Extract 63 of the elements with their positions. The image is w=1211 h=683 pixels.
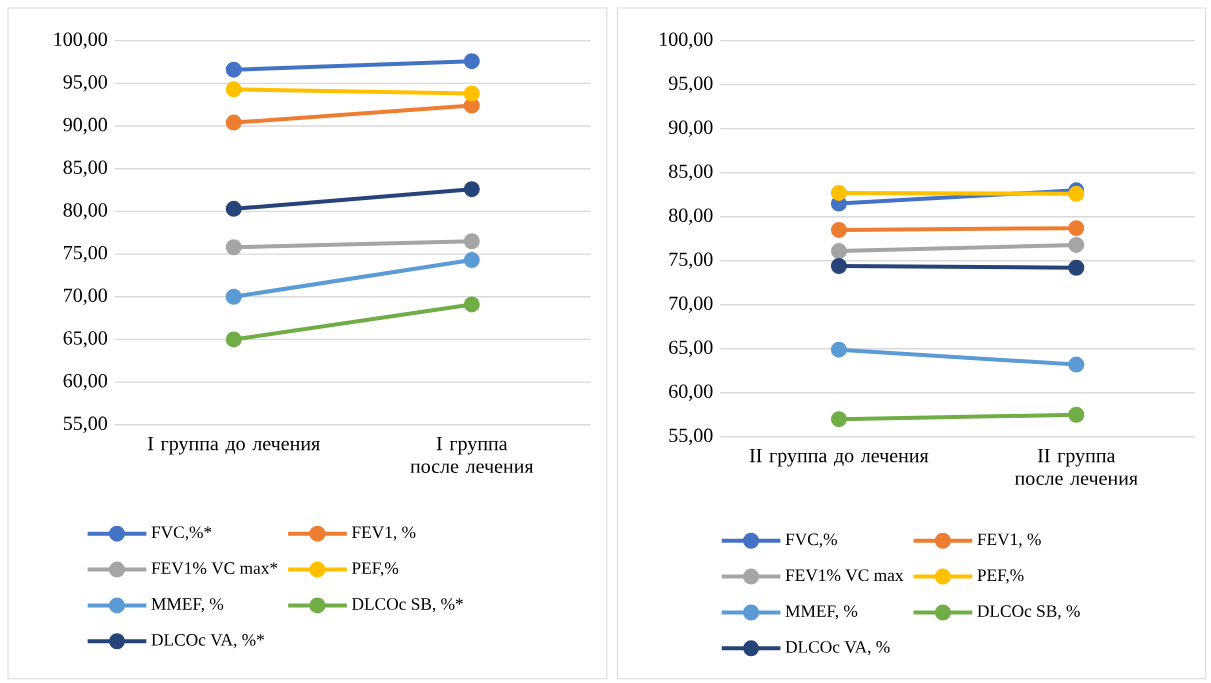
y-tick-label: 55,00 (63, 416, 108, 434)
legend-label: DLCOc SB, % (977, 605, 1080, 620)
legend-label: FVC,%* (151, 526, 212, 541)
y-tick-label: 65,00 (63, 331, 108, 348)
point (225, 114, 242, 131)
point (463, 97, 480, 114)
y-tick-label: 75,00 (669, 252, 713, 269)
point (463, 233, 480, 250)
legend-label: FEV1% VC max* (151, 562, 278, 575)
point (225, 331, 242, 348)
point (225, 200, 242, 217)
y-tick-label: 100,00 (660, 32, 713, 49)
legend-label: FEV1% VC max (785, 569, 904, 582)
y-tick-label: 80,00 (63, 203, 108, 220)
point (830, 185, 847, 202)
point (463, 53, 480, 70)
point (1068, 236, 1085, 253)
legend-label: DLCOc VA, % (785, 641, 890, 656)
y-tick-label: 95,00 (63, 75, 108, 92)
point (225, 81, 242, 98)
point (225, 239, 242, 256)
y-tick-label: 90,00 (63, 117, 108, 135)
point (463, 296, 480, 313)
legend-label: MMEF, % (785, 605, 858, 620)
y-tick-label: 90,00 (668, 120, 713, 137)
point (1068, 406, 1085, 423)
y-tick-label: 65,00 (669, 340, 713, 358)
point (830, 411, 847, 428)
point (1068, 356, 1085, 373)
point (830, 258, 847, 275)
legend-label: FEV1, % (977, 533, 1041, 548)
y-tick-label: 95,00 (668, 76, 713, 93)
y-tick-label: 85,00 (63, 160, 108, 177)
y-tick-label: 70,00 (669, 296, 713, 314)
point (225, 61, 242, 78)
point (463, 181, 480, 198)
x-tick-label: I группа после лечения (410, 437, 534, 474)
y-tick-label: 60,00 (63, 373, 108, 391)
legend-label: FEV1, % (351, 526, 416, 541)
y-tick-label: 70,00 (64, 288, 108, 306)
legend-label: DLCOc VA, %* (151, 634, 264, 649)
y-tick-label: 55,00 (669, 428, 713, 446)
legend-label: FVC,% (785, 533, 837, 548)
legend-label: MMEF, % (151, 598, 224, 613)
x-tick-label: I группа до лечения (147, 437, 320, 455)
point (830, 243, 847, 260)
point (225, 288, 242, 305)
y-tick-label: 75,00 (64, 245, 108, 263)
point (830, 341, 847, 358)
legend-label: PEF,% (351, 562, 399, 577)
y-tick-label: 60,00 (669, 384, 713, 402)
point (830, 222, 847, 239)
y-tick-label: 85,00 (669, 164, 713, 181)
point (1068, 259, 1085, 276)
point (1068, 220, 1085, 237)
legend-label: DLCOc SB, %* (351, 598, 463, 613)
y-tick-label: 100,00 (54, 32, 108, 49)
legend-label: PEF,% (977, 569, 1024, 584)
y-tick-label: 80,00 (669, 208, 713, 225)
point (463, 252, 480, 269)
x-tick-label: II группа до лечения (749, 449, 929, 467)
x-tick-label: II группа после лечения (1014, 449, 1138, 486)
point (463, 85, 480, 102)
